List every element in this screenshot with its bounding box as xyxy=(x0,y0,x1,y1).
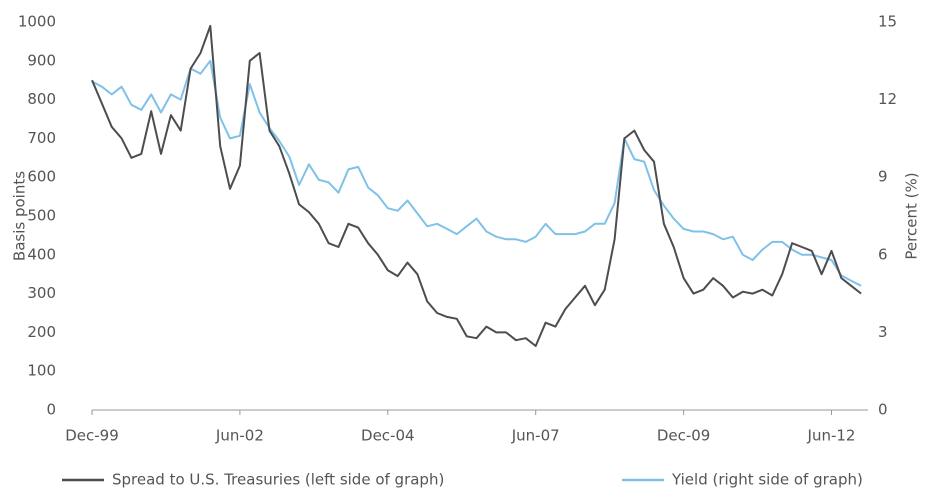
series-line xyxy=(91,24,862,347)
y-tick-label: 100 xyxy=(27,362,56,380)
y-tick-label: 0 xyxy=(46,401,56,419)
y2-tick-label: 12 xyxy=(878,90,897,108)
y-tick-label: 700 xyxy=(27,129,56,147)
series-line xyxy=(91,59,862,287)
x-tick-label: Jun-07 xyxy=(511,427,560,445)
y-tick-label: 200 xyxy=(27,323,56,341)
y2-tick-label: 0 xyxy=(878,401,888,419)
y2-tick-label: 3 xyxy=(878,323,888,341)
x-tick-label: Dec-99 xyxy=(65,427,119,445)
y-tick-label: 600 xyxy=(27,168,56,186)
y2-axis-title: Percent (%) xyxy=(903,172,921,259)
legend-label: Yield (right side of graph) xyxy=(671,471,863,489)
y-tick-label: 1000 xyxy=(18,13,56,31)
y-tick-label: 400 xyxy=(27,245,56,263)
y-tick-label: 800 xyxy=(27,90,56,108)
y-tick-label: 500 xyxy=(27,207,56,225)
y2-tick-label: 6 xyxy=(878,245,888,263)
y-tick-label: 900 xyxy=(27,51,56,69)
y2-tick-label: 9 xyxy=(878,168,888,186)
x-tick-label: Dec-09 xyxy=(657,427,711,445)
x-tick-label: Jun-12 xyxy=(807,427,856,445)
x-tick-label: Dec-04 xyxy=(361,427,415,445)
y-tick-label: 300 xyxy=(27,284,56,302)
y-axis-title: Basis points xyxy=(11,171,29,261)
x-tick-label: Jun-02 xyxy=(215,427,264,445)
legend-label: Spread to U.S. Treasuries (left side of … xyxy=(112,471,444,489)
y2-tick-label: 15 xyxy=(878,13,897,31)
